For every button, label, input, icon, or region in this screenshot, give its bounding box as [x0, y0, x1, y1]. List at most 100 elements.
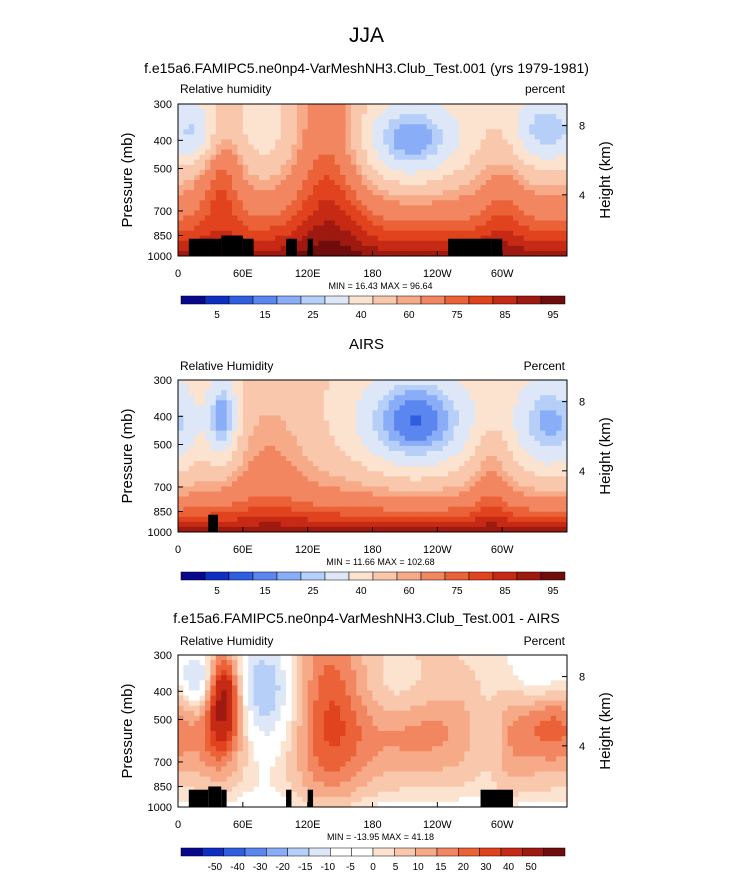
heatmap-cell: [469, 104, 476, 110]
heatmap-cell: [237, 660, 244, 666]
heatmap-cell: [426, 159, 433, 166]
heatmap-cell: [307, 511, 314, 518]
heatmap-cell: [372, 511, 379, 518]
heatmap-cell: [345, 124, 352, 130]
heatmap-cell: [512, 114, 519, 120]
heatmap-cell: [356, 109, 363, 115]
heatmap-cell: [442, 114, 449, 120]
heatmap-cell: [539, 680, 546, 686]
heatmap-cell: [394, 180, 401, 186]
heatmap-cell: [502, 486, 509, 493]
heatmap-cell: [561, 425, 567, 432]
terrain-block: [286, 238, 297, 256]
heatmap-cell: [529, 385, 536, 391]
heatmap-cell: [345, 670, 352, 676]
heatmap-cell: [194, 410, 201, 417]
heatmap-cell: [178, 149, 184, 156]
heatmap-cell: [561, 655, 567, 661]
heatmap-cell: [404, 210, 411, 217]
heatmap-cell: [194, 466, 201, 472]
heatmap-cell: [361, 526, 368, 532]
heatmap-cell: [275, 496, 282, 503]
heatmap-cell: [410, 149, 417, 156]
heatmap-cell: [415, 240, 422, 247]
heatmap-cell: [485, 496, 492, 503]
heatmap-cell: [372, 405, 379, 411]
heatmap-cell: [269, 675, 276, 681]
heatmap-cell: [404, 685, 411, 692]
heatmap-cell: [539, 129, 546, 135]
heatmap-cell: [469, 114, 476, 120]
heatmap-cell: [178, 245, 184, 252]
heatmap-cell: [350, 461, 357, 467]
heatmap-cell: [507, 240, 514, 247]
heatmap-cell: [340, 670, 347, 676]
heatmap-cell: [237, 230, 244, 237]
heatmap-cell: [286, 685, 293, 692]
heatmap-cell: [356, 380, 363, 386]
heatmap-cell: [221, 685, 228, 692]
heatmap-cell: [550, 159, 557, 166]
heatmap-cell: [491, 685, 498, 692]
colorbar-label: 75: [451, 586, 463, 597]
heatmap-cell: [545, 420, 552, 427]
heatmap-cell: [404, 491, 411, 498]
heatmap-cell: [415, 164, 422, 171]
heatmap-cell: [286, 230, 293, 237]
heatmap-cell: [523, 506, 530, 513]
heatmap-cell: [469, 159, 476, 166]
heatmap-cell: [323, 680, 330, 686]
heatmap-cell: [205, 670, 212, 676]
heatmap-cell: [512, 220, 519, 227]
heatmap-cell: [329, 210, 336, 217]
heatmap-cell: [469, 395, 476, 401]
field-label: Relative Humidity: [180, 359, 273, 373]
heatmap-cell: [183, 405, 190, 411]
heatmap-cell: [334, 456, 341, 462]
heatmap-cell: [383, 440, 390, 447]
heatmap-cell: [448, 164, 455, 171]
heatmap-cell: [377, 174, 384, 181]
heatmap-cell: [448, 200, 455, 206]
heatmap-cell: [210, 476, 217, 482]
heatmap-cell: [215, 471, 222, 477]
heatmap-cell: [318, 210, 325, 217]
heatmap-cell: [372, 169, 379, 176]
heatmap-cell: [458, 144, 465, 151]
heatmap-cell: [539, 250, 546, 256]
heatmap-cell: [431, 159, 438, 166]
heatmap-cell: [313, 471, 320, 477]
heatmap-cell: [178, 521, 184, 528]
heatmap-cell: [534, 210, 541, 217]
heatmap-cell: [475, 400, 482, 406]
heatmap-cell: [394, 486, 401, 493]
heatmap-cell: [178, 476, 184, 482]
heatmap-cell: [221, 450, 228, 457]
heatmap-cell: [183, 205, 190, 211]
heatmap-cell: [318, 134, 325, 141]
heatmap-cell: [350, 129, 357, 135]
heatmap-cell: [475, 385, 482, 391]
heatmap-cell: [464, 501, 471, 508]
heatmap-cell: [518, 685, 525, 692]
heatmap-cell: [485, 450, 492, 457]
heatmap-cell: [485, 235, 492, 242]
heatmap-cell: [313, 230, 320, 237]
heatmap-cell: [329, 511, 336, 518]
heatmap-cell: [199, 195, 206, 201]
heatmap-cell: [377, 476, 384, 482]
heatmap-cell: [199, 516, 206, 523]
heatmap-cell: [361, 680, 368, 686]
heatmap-cell: [421, 164, 428, 171]
heatmap-cell: [350, 430, 357, 437]
heatmap-cell: [437, 149, 444, 156]
heatmap-cell: [253, 655, 260, 661]
heatmap-cell: [475, 440, 482, 447]
heatmap-cell: [329, 521, 336, 528]
heatmap-cell: [496, 496, 503, 503]
heatmap-cell: [313, 195, 320, 201]
heatmap-cell: [302, 476, 309, 482]
heatmap-cell: [388, 466, 395, 472]
heatmap-cell: [529, 104, 536, 110]
heatmap-cell: [529, 685, 536, 692]
